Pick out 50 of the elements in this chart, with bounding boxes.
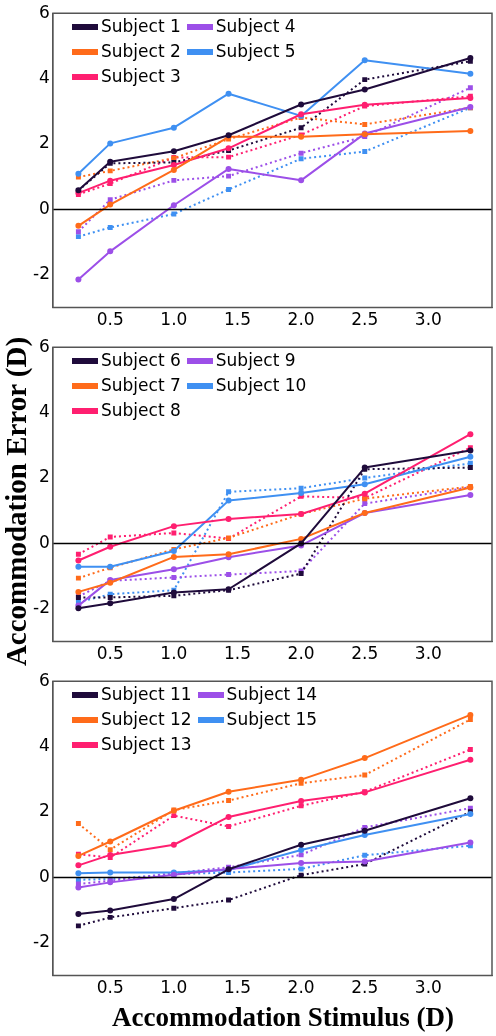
x-axis-title: Accommodation Stimulus (D) bbox=[111, 1002, 455, 1033]
x-tick-label: 1.5 bbox=[223, 977, 251, 998]
y-tick-label: 2 bbox=[39, 800, 50, 821]
y-tick-label: 6 bbox=[39, 1, 50, 22]
y-tick-label: 4 bbox=[39, 735, 50, 756]
x-tick-label: 1.5 bbox=[223, 309, 251, 330]
x-tick-label: 2.0 bbox=[287, 309, 315, 330]
y-tick-label: 4 bbox=[39, 67, 50, 88]
y-tick-label: 2 bbox=[39, 466, 50, 487]
x-tick-label: 2.0 bbox=[287, 643, 315, 664]
x-tick-label: 1.5 bbox=[223, 643, 251, 664]
y-tick-label: 4 bbox=[39, 401, 50, 422]
legend-label: Subject 14 bbox=[226, 683, 318, 706]
x-tick-label: 0.5 bbox=[96, 643, 124, 664]
legend-label: Subject 9 bbox=[215, 349, 296, 372]
y-tick-label: 6 bbox=[39, 335, 50, 356]
x-tick-label: 1.0 bbox=[160, 643, 188, 664]
x-tick-label: 2.5 bbox=[351, 643, 379, 664]
x-tick-label: 3.0 bbox=[414, 977, 442, 998]
x-tick-label: 2.5 bbox=[351, 309, 379, 330]
legend-label: Subject 3 bbox=[101, 65, 181, 88]
legend-label: Subject 12 bbox=[101, 708, 192, 731]
y-tick-label: 6 bbox=[39, 669, 50, 690]
x-tick-label: 2.5 bbox=[351, 977, 379, 998]
y-tick-label: -2 bbox=[33, 263, 50, 284]
legend-label: Subject 8 bbox=[101, 399, 181, 422]
legend-label: Subject 6 bbox=[101, 349, 181, 372]
legend-label: Subject 1 bbox=[101, 15, 181, 38]
y-tick-label: 2 bbox=[39, 132, 50, 153]
y-axis-title: Accommodation Error (D) bbox=[0, 336, 33, 666]
y-tick-label: 0 bbox=[39, 865, 50, 886]
x-tick-label: 3.0 bbox=[414, 309, 442, 330]
y-tick-label: -2 bbox=[33, 597, 50, 618]
legend-label: Subject 13 bbox=[101, 733, 192, 756]
y-tick-label: 0 bbox=[39, 531, 50, 552]
y-tick-label: 0 bbox=[39, 197, 50, 218]
x-tick-label: 1.0 bbox=[160, 977, 188, 998]
legend-label: Subject 4 bbox=[215, 15, 296, 38]
legend-label: Subject 15 bbox=[226, 708, 318, 731]
y-tick-label: -2 bbox=[33, 931, 50, 952]
legend-label: Subject 5 bbox=[215, 40, 296, 63]
x-tick-label: 0.5 bbox=[96, 977, 124, 998]
legend-label: Subject 11 bbox=[101, 683, 192, 706]
legend-label: Subject 2 bbox=[101, 40, 181, 63]
x-tick-label: 2.0 bbox=[287, 977, 315, 998]
legend-label: Subject 7 bbox=[101, 374, 181, 397]
x-tick-label: 0.5 bbox=[96, 309, 124, 330]
legend-label: Subject 10 bbox=[215, 374, 307, 397]
x-tick-label: 3.0 bbox=[414, 643, 442, 664]
x-tick-label: 1.0 bbox=[160, 309, 188, 330]
